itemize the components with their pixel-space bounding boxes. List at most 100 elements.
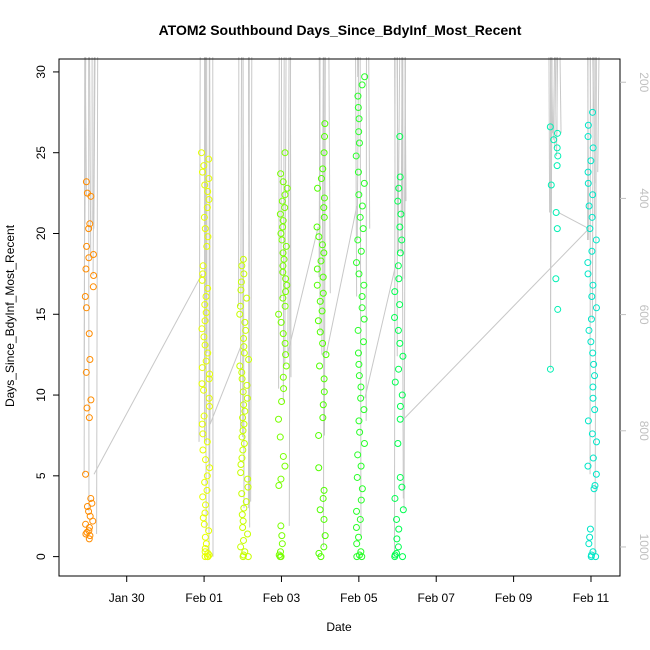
data-point — [394, 197, 402, 205]
data-point — [586, 533, 594, 541]
data-point — [87, 494, 95, 502]
data-point — [546, 365, 554, 373]
data-point — [359, 225, 367, 233]
data-point — [589, 394, 597, 402]
data-point — [319, 414, 327, 422]
secondary-line — [559, 56, 562, 134]
data-point — [240, 270, 248, 278]
data-point — [358, 304, 366, 312]
data-point — [319, 165, 327, 173]
data-point — [315, 549, 323, 557]
secondary-line — [368, 56, 371, 229]
y-tick-label: 5 — [34, 472, 48, 479]
data-point — [592, 470, 600, 478]
data-point — [355, 191, 363, 199]
data-point — [281, 191, 289, 199]
data-point — [360, 440, 368, 448]
secondary-connector — [364, 265, 397, 399]
data-point — [589, 454, 597, 462]
data-point — [239, 255, 247, 263]
y2-tick-label: 600 — [637, 305, 650, 325]
data-point — [238, 262, 246, 270]
data-point — [277, 318, 285, 326]
secondary-line — [83, 56, 86, 400]
data-point — [588, 247, 596, 255]
data-point — [241, 318, 249, 326]
secondary-connector — [93, 273, 203, 475]
data-point — [321, 120, 329, 128]
data-point — [319, 273, 327, 281]
data-point — [86, 512, 94, 520]
data-point — [238, 511, 246, 519]
data-point — [204, 187, 212, 195]
data-point — [354, 168, 362, 176]
data-point — [584, 259, 592, 267]
data-point — [82, 304, 90, 312]
secondary-connector — [209, 346, 242, 425]
data-point — [360, 179, 368, 187]
data-point — [553, 144, 561, 152]
data-point — [355, 139, 363, 147]
data-point — [281, 149, 289, 157]
data-point — [584, 179, 592, 187]
secondary-line — [397, 56, 401, 215]
data-point — [198, 325, 206, 333]
secondary-line — [323, 56, 325, 547]
data-point — [360, 315, 368, 323]
data-point — [206, 464, 214, 472]
data-point — [239, 427, 247, 435]
data-point — [396, 133, 404, 141]
data-point — [238, 490, 246, 498]
data-point — [584, 417, 592, 425]
data-point — [203, 486, 211, 494]
data-point — [240, 343, 248, 351]
data-point — [394, 543, 402, 551]
data-point — [278, 197, 286, 205]
y-axis-label: Days_Since_BdyInf_Most_Recent — [3, 224, 17, 407]
data-point — [236, 310, 244, 318]
data-point — [322, 351, 330, 359]
data-point — [318, 307, 326, 315]
data-point — [357, 496, 365, 504]
data-point — [238, 454, 246, 462]
data-point — [355, 551, 363, 559]
data-point — [201, 317, 209, 325]
data-point — [240, 349, 248, 357]
data-point — [88, 499, 96, 507]
x-axis: Jan 30 Feb 01 Feb 03 Feb 05 Feb 07 Feb 09 Feb … — [109, 576, 610, 605]
data-point — [244, 553, 252, 561]
data-point — [591, 372, 599, 380]
data-point — [359, 338, 367, 346]
data-point — [201, 225, 209, 233]
data-point — [279, 178, 287, 186]
data-point — [357, 548, 365, 556]
secondary-line — [89, 56, 92, 258]
data-point — [320, 194, 328, 202]
data-point — [552, 208, 560, 216]
secondary-line — [401, 56, 404, 499]
data-point — [395, 365, 403, 373]
data-point — [584, 121, 592, 129]
data-point — [279, 373, 287, 381]
data-point — [200, 520, 208, 528]
secondary-line — [597, 56, 600, 173]
data-point — [320, 249, 328, 257]
data-point — [584, 168, 592, 176]
data-point — [281, 339, 289, 347]
data-point — [198, 380, 206, 388]
secondary-line — [92, 56, 95, 276]
data-point — [316, 328, 324, 336]
data-point — [240, 420, 248, 428]
data-point — [206, 370, 214, 378]
data-point — [205, 527, 213, 535]
secondary-line — [289, 56, 292, 378]
data-point — [589, 191, 597, 199]
data-point — [202, 309, 210, 317]
data-point — [198, 168, 206, 176]
secondary-line — [278, 56, 280, 389]
data-point — [588, 430, 596, 438]
secondary-connector — [558, 212, 590, 230]
x-tick-label: Feb 05 — [340, 591, 378, 605]
data-point — [592, 304, 600, 312]
data-point — [354, 92, 362, 100]
